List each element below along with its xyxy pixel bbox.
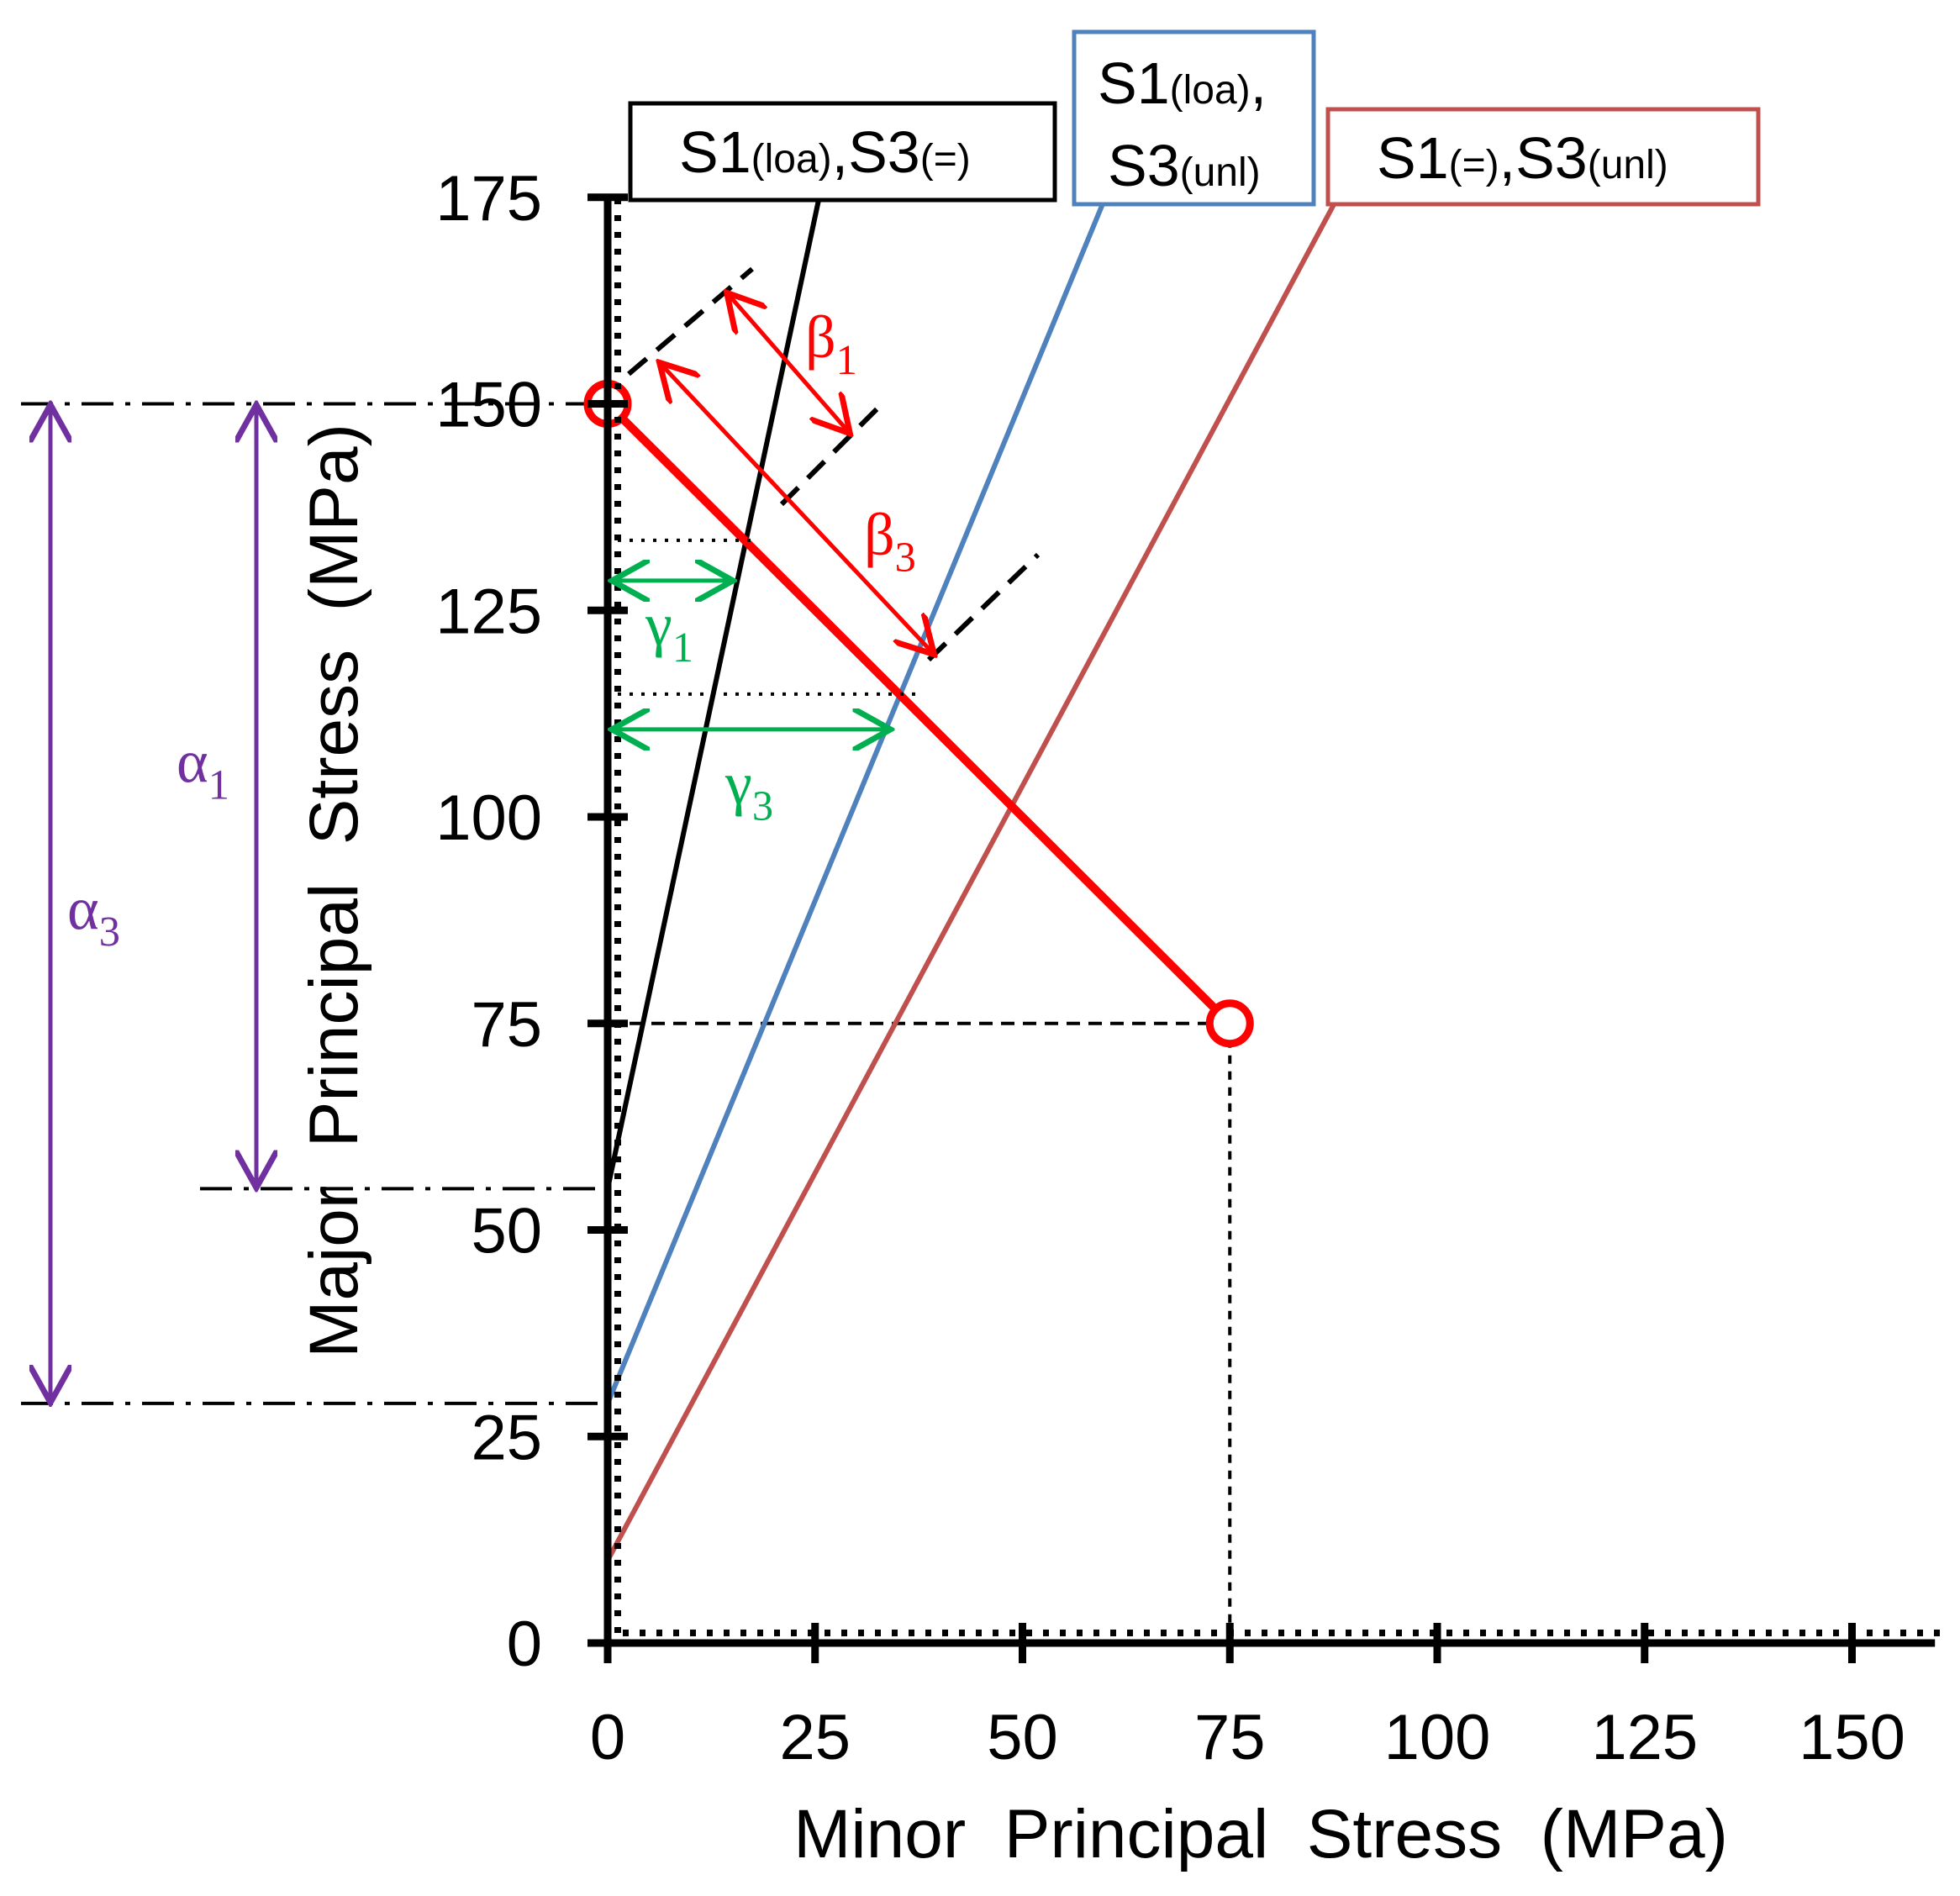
- data-point-2: [1205, 999, 1254, 1048]
- legend-label-1: S1(loa),S3(=): [679, 119, 971, 185]
- legend-box-1: [628, 101, 1057, 203]
- legend-label-2-line1: S1(loa),: [1098, 50, 1267, 116]
- gamma1-label: γ1: [645, 591, 693, 671]
- beta1-dashed-line-lower: [779, 401, 885, 507]
- x-tick-label: 75: [1194, 1702, 1266, 1773]
- legend-label-3: S1(=),S3(unl): [1377, 125, 1668, 191]
- y-tick-label: 150: [435, 370, 542, 441]
- y-tick-label: 75: [471, 989, 542, 1061]
- x-tick-label: 0: [590, 1702, 625, 1773]
- series-lines: [583, 196, 1341, 1562]
- legend: S1(loa),S3(=) S1(loa), S3(unl) S1(=),S3(unl…: [628, 29, 1761, 207]
- axes: 0 25 50 75 100 125 150 0 25 50 75 100 125 150 175: [435, 163, 1944, 1773]
- series-line-2: [605, 196, 1108, 1405]
- annotations: α1 α3 γ1 γ3 β1 β3: [50, 266, 1041, 1398]
- y-tick-label: 0: [507, 1609, 542, 1680]
- beta-dashed-line-upper: [627, 266, 754, 377]
- x-tick-label: 100: [1384, 1702, 1491, 1773]
- beta3-label: β3: [864, 501, 916, 581]
- gamma3-label: γ3: [724, 750, 773, 830]
- legend-label-2-line2: S3(unl): [1108, 133, 1261, 198]
- y-axis-label: Major Principal Stress (MPa): [296, 424, 372, 1358]
- x-tick-label: 150: [1799, 1702, 1905, 1773]
- beta3-dashed-line-lower: [926, 552, 1041, 662]
- y-tick-label: 50: [471, 1196, 542, 1267]
- alpha3-label: α3: [67, 876, 120, 956]
- y-tick-label: 175: [435, 163, 542, 234]
- beta3-arrow: [662, 366, 931, 651]
- y-tick-label: 125: [435, 576, 542, 647]
- y-tick-label: 100: [435, 782, 542, 854]
- legend-box-2: [1072, 29, 1316, 207]
- x-tick-label: 50: [987, 1702, 1058, 1773]
- series-line-4: [604, 400, 1233, 1027]
- legend-box-3: [1325, 107, 1761, 207]
- y-tick-label: 25: [471, 1402, 542, 1473]
- x-tick-label: 25: [779, 1702, 851, 1773]
- beta1-label: β1: [805, 303, 857, 383]
- series-line-3: [605, 196, 1341, 1562]
- alpha1-label: α1: [177, 729, 229, 808]
- axis-text: Minor Principal Stress (MPa) Major Princ…: [296, 424, 1728, 1872]
- x-tick-label: 125: [1591, 1702, 1698, 1773]
- x-axis-label: Minor Principal Stress (MPa): [793, 1796, 1728, 1872]
